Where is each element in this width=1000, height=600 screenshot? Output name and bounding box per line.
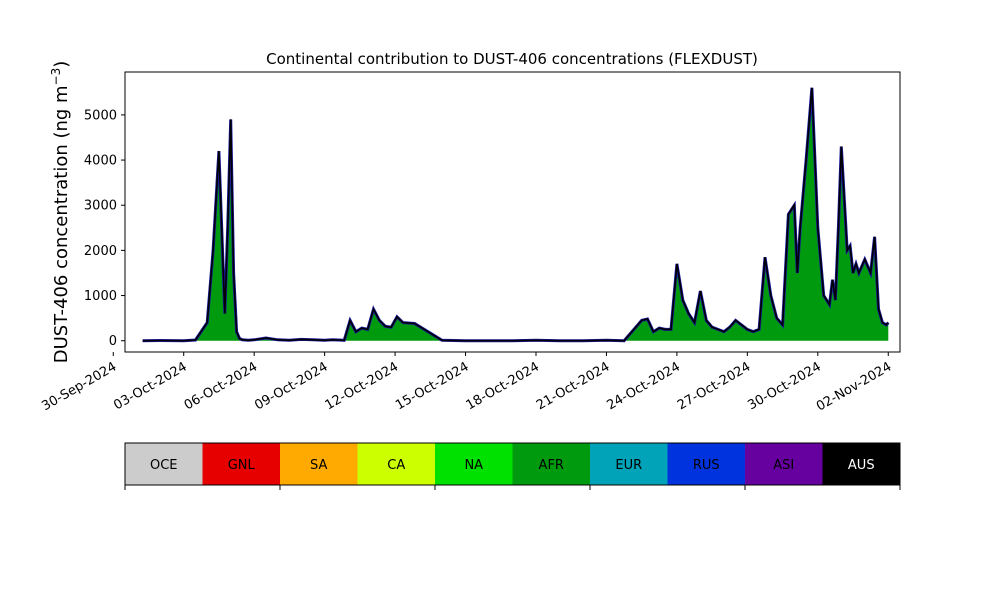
x-tick-label: 27-Oct-2024 xyxy=(675,359,753,413)
legend-swatch-asi xyxy=(745,443,823,485)
y-tick-label: 2000 xyxy=(84,244,117,259)
x-tick-label: 06-Oct-2024 xyxy=(182,359,260,413)
y-axis-label-suffix: ) xyxy=(51,61,72,68)
x-tick-label: 30-Sep-2024 xyxy=(39,359,119,414)
legend-swatch-ca xyxy=(357,443,436,485)
x-tick-label: 18-Oct-2024 xyxy=(464,359,542,413)
legend-label-asi: ASI xyxy=(773,458,794,473)
legend-swatch-eur xyxy=(590,443,668,485)
series-area-afr xyxy=(142,87,889,341)
plot-area: 0 1000 2000 3000 4000 5000 30-Sep-202403-Oct-2… xyxy=(39,71,901,414)
legend-label-sa: SA xyxy=(310,458,327,473)
y-tick-label: 1000 xyxy=(84,289,117,304)
chart-title: Continental contribution to DUST-406 con… xyxy=(266,50,758,68)
y-tick-label: 0 xyxy=(109,334,117,349)
legend-colorbar: OCE GNL SA CA NA AFR EUR RUS ASI AUS xyxy=(124,442,901,490)
legend-label-oce: OCE xyxy=(150,458,178,473)
x-tick-label: 02-Nov-2024 xyxy=(814,359,894,414)
legend-label-eur: EUR xyxy=(615,458,642,473)
legend-swatch-oce xyxy=(125,443,203,485)
x-tick-label: 09-Oct-2024 xyxy=(252,359,330,413)
y-axis-label-main: DUST-406 concentration (ng m xyxy=(51,85,72,363)
legend-swatch-sa xyxy=(280,443,358,485)
legend-swatch-aus xyxy=(822,443,901,485)
y-axis-label-superscript: −3 xyxy=(49,68,63,86)
y-tick-label: 4000 xyxy=(84,154,117,169)
legend-swatch-na xyxy=(435,443,513,485)
x-tick-label: 03-Oct-2024 xyxy=(111,359,189,413)
legend-swatch-rus xyxy=(667,443,746,485)
x-tick-label: 24-Oct-2024 xyxy=(605,359,683,413)
legend-label-rus: RUS xyxy=(693,458,720,473)
legend-label-aus: AUS xyxy=(848,458,875,473)
x-tick-label: 21-Oct-2024 xyxy=(534,359,612,413)
y-axis-label: DUST-406 concentration (ng m−3) xyxy=(49,61,72,364)
x-tick-label: 15-Oct-2024 xyxy=(393,359,471,413)
series-line-total xyxy=(142,87,889,342)
y-tick-label: 5000 xyxy=(84,108,117,123)
x-tick-label: 12-Oct-2024 xyxy=(323,359,401,413)
plot-frame xyxy=(124,71,901,353)
legend-label-gnl: GNL xyxy=(228,458,256,473)
legend-swatch-gnl xyxy=(202,443,281,485)
legend-swatch-afr xyxy=(512,443,591,485)
series-outline-shadow xyxy=(142,87,890,343)
legend-label-afr: AFR xyxy=(539,458,564,473)
legend-label-na: NA xyxy=(464,458,483,473)
x-tick-label: 30-Oct-2024 xyxy=(745,359,823,413)
legend-label-ca: CA xyxy=(387,458,405,473)
y-tick-label: 3000 xyxy=(84,199,117,214)
legend-frame xyxy=(124,442,901,486)
